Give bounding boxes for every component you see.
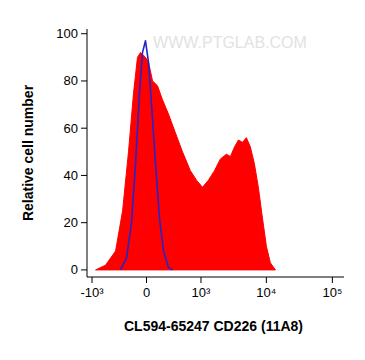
x-tick-label: 0 [143,285,150,300]
y-tick [81,269,87,270]
x-axis-line [87,277,344,278]
x-tick-label: 10⁴ [256,285,276,300]
y-tick [81,222,87,223]
y-axis-line [87,29,88,277]
histogram-line [120,41,172,270]
y-axis-title: Relative cell number [20,84,36,221]
x-tick [146,277,147,283]
y-tick-label: 0 [71,262,78,277]
x-tick [92,277,93,283]
x-tick [266,277,267,283]
y-tick [81,175,87,176]
x-tick [332,277,333,283]
x-tick [200,277,201,283]
x-tick-label: 10⁵ [322,285,342,300]
y-tick [81,80,87,81]
y-tick-label: 40 [64,168,78,183]
y-tick-label: 60 [64,121,78,136]
x-tick-label: -10³ [80,285,104,300]
y-tick-label: 80 [64,73,78,88]
y-tick-label: 100 [56,26,78,41]
y-tick [81,33,87,34]
y-tick [81,128,87,129]
chart: WWW.PTGLAB.COM020406080100-10³010³10⁴10⁵… [0,0,365,360]
histogram-area [96,53,276,270]
x-axis-title: CL594-65247 CD226 (11A8) [124,318,303,334]
x-tick-label: 10³ [192,285,211,300]
watermark: WWW.PTGLAB.COM [153,34,307,51]
y-tick-label: 20 [64,215,78,230]
plot-data [96,41,276,270]
